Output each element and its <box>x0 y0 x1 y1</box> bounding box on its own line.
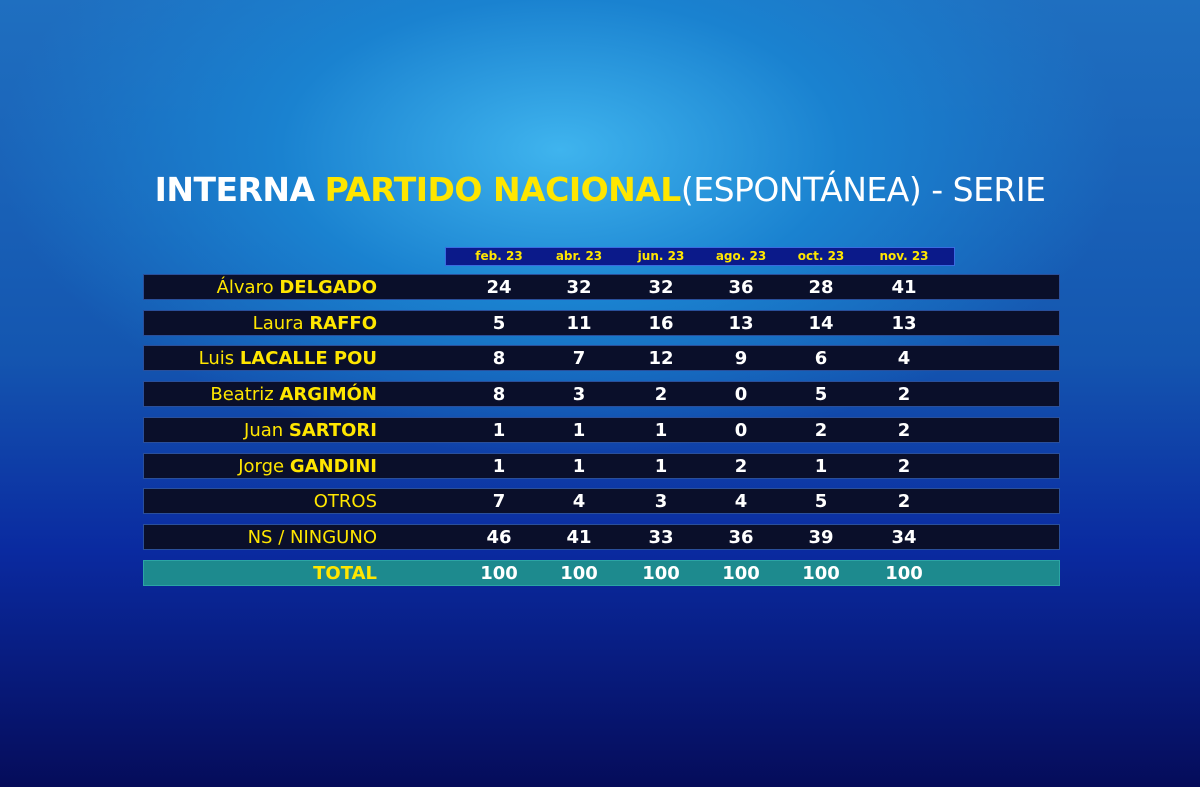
cell-value: 3 <box>654 491 668 513</box>
cell-value: 33 <box>648 526 674 548</box>
first-name: Jorge <box>238 455 285 477</box>
cell-value: 2 <box>814 419 828 441</box>
cell-value: 2 <box>897 491 911 513</box>
row-label: OTROS <box>314 491 377 512</box>
first-name: Luis <box>198 348 235 370</box>
table-row: Álvaro DELGADO 24 32 32 36 28 41 <box>143 274 1060 300</box>
cell-value: 12 <box>648 348 674 370</box>
cell-value: 1 <box>654 419 668 441</box>
cell-value: 24 <box>486 277 512 298</box>
cell-value: 13 <box>891 312 917 334</box>
cell-value: 2 <box>897 384 911 406</box>
cell-value: 1 <box>492 419 506 441</box>
cell-value: 7 <box>492 491 506 513</box>
cell-value: 7 <box>572 348 586 370</box>
title: INTERNA PARTIDO NACIONAL(ESPONTÁNEA) - S… <box>0 170 1200 209</box>
cell-value: 9 <box>734 348 748 370</box>
cell-value: 1 <box>492 455 506 477</box>
table-row: Beatriz ARGIMÓN 8 3 2 0 5 2 <box>143 381 1060 408</box>
cell-value: 0 <box>734 384 748 406</box>
cell-value: 4 <box>897 348 911 370</box>
cell-value: 36 <box>728 277 754 298</box>
cell-value: 11 <box>566 312 592 334</box>
row-label: Álvaro DELGADO <box>217 277 377 298</box>
title-part: (ESPONTÁNEA) - SERIE <box>680 170 1046 209</box>
last-name: SARTORI <box>288 419 377 441</box>
cell-value: 46 <box>486 526 512 548</box>
cell-value: 2 <box>654 384 668 406</box>
cell-value: 16 <box>648 312 674 334</box>
last-name: LACALLE POU <box>239 348 377 370</box>
last-name: GANDINI <box>289 455 377 477</box>
cell-value: 41 <box>566 526 592 548</box>
title-part: INTERNA <box>154 170 316 209</box>
cell-value: 39 <box>808 526 834 548</box>
row-label: Laura RAFFO <box>253 313 377 334</box>
column-header: oct. 23 <box>797 249 845 263</box>
label: OTROS <box>313 491 377 513</box>
table-row: Luis LACALLE POU 8 7 12 9 6 4 <box>143 345 1060 372</box>
cell-value: 100 <box>885 562 923 584</box>
cell-value: 100 <box>802 562 840 584</box>
cell-value: 1 <box>572 455 586 477</box>
cell-value: 100 <box>480 562 518 584</box>
last-name: DELGADO <box>279 277 377 298</box>
label: NS / NINGUNO <box>247 526 377 548</box>
label: TOTAL <box>313 562 377 584</box>
header-bar: feb. 23 abr. 23 jun. 23 ago. 23 oct. 23 nov. … <box>445 247 955 266</box>
row-label: NS / NINGUNO <box>248 527 377 548</box>
table-row: TOTAL 100 100 100 100 100 100 <box>143 559 1060 586</box>
cell-value: 4 <box>734 491 748 513</box>
title-part: PARTIDO NACIONAL <box>324 170 682 209</box>
row-label: Juan SARTORI <box>244 420 377 441</box>
cell-value: 8 <box>492 348 506 370</box>
table-row: OTROS 7 4 3 4 5 2 <box>143 488 1060 515</box>
cell-value: 41 <box>891 277 917 298</box>
cell-value: 32 <box>648 277 674 298</box>
cell-value: 2 <box>734 455 748 477</box>
cell-value: 100 <box>560 562 598 584</box>
cell-value: 2 <box>897 419 911 441</box>
row-label: Jorge GANDINI <box>238 456 377 477</box>
cell-value: 5 <box>814 384 828 406</box>
last-name: RAFFO <box>309 312 377 334</box>
cell-value: 0 <box>734 419 748 441</box>
table-row: Laura RAFFO 5 11 16 13 14 13 <box>143 309 1060 336</box>
first-name: Beatriz <box>210 384 274 406</box>
row-label: Luis LACALLE POU <box>199 348 377 369</box>
column-header: jun. 23 <box>637 249 685 263</box>
cell-value: 14 <box>808 312 834 334</box>
row-label: Beatriz ARGIMÓN <box>210 384 377 405</box>
cell-value: 3 <box>572 384 586 406</box>
cell-value: 2 <box>897 455 911 477</box>
column-header: abr. 23 <box>555 249 603 263</box>
cell-value: 34 <box>891 526 917 548</box>
first-name: Laura <box>252 312 304 334</box>
cell-value: 4 <box>572 491 586 513</box>
table-row: Jorge GANDINI 1 1 1 2 1 2 <box>143 452 1060 479</box>
first-name: Álvaro <box>216 277 274 298</box>
cell-value: 13 <box>728 312 754 334</box>
cell-value: 8 <box>492 384 506 406</box>
row-label: TOTAL <box>313 563 377 584</box>
cell-value: 1 <box>572 419 586 441</box>
cell-value: 28 <box>808 277 834 298</box>
column-header: feb. 23 <box>475 249 523 263</box>
last-name: ARGIMÓN <box>279 384 377 406</box>
cell-value: 32 <box>566 277 592 298</box>
cell-value: 36 <box>728 526 754 548</box>
column-header: ago. 23 <box>715 249 767 263</box>
cell-value: 5 <box>492 312 506 334</box>
cell-value: 100 <box>722 562 760 584</box>
cell-value: 5 <box>814 491 828 513</box>
cell-value: 100 <box>642 562 680 584</box>
column-header: nov. 23 <box>879 249 929 263</box>
cell-value: 1 <box>654 455 668 477</box>
table-row: Juan SARTORI 1 1 1 0 2 2 <box>143 416 1060 443</box>
cell-value: 1 <box>814 455 828 477</box>
first-name: Juan <box>244 419 284 441</box>
table-row: NS / NINGUNO 46 41 33 36 39 34 <box>143 523 1060 550</box>
cell-value: 6 <box>814 348 828 370</box>
